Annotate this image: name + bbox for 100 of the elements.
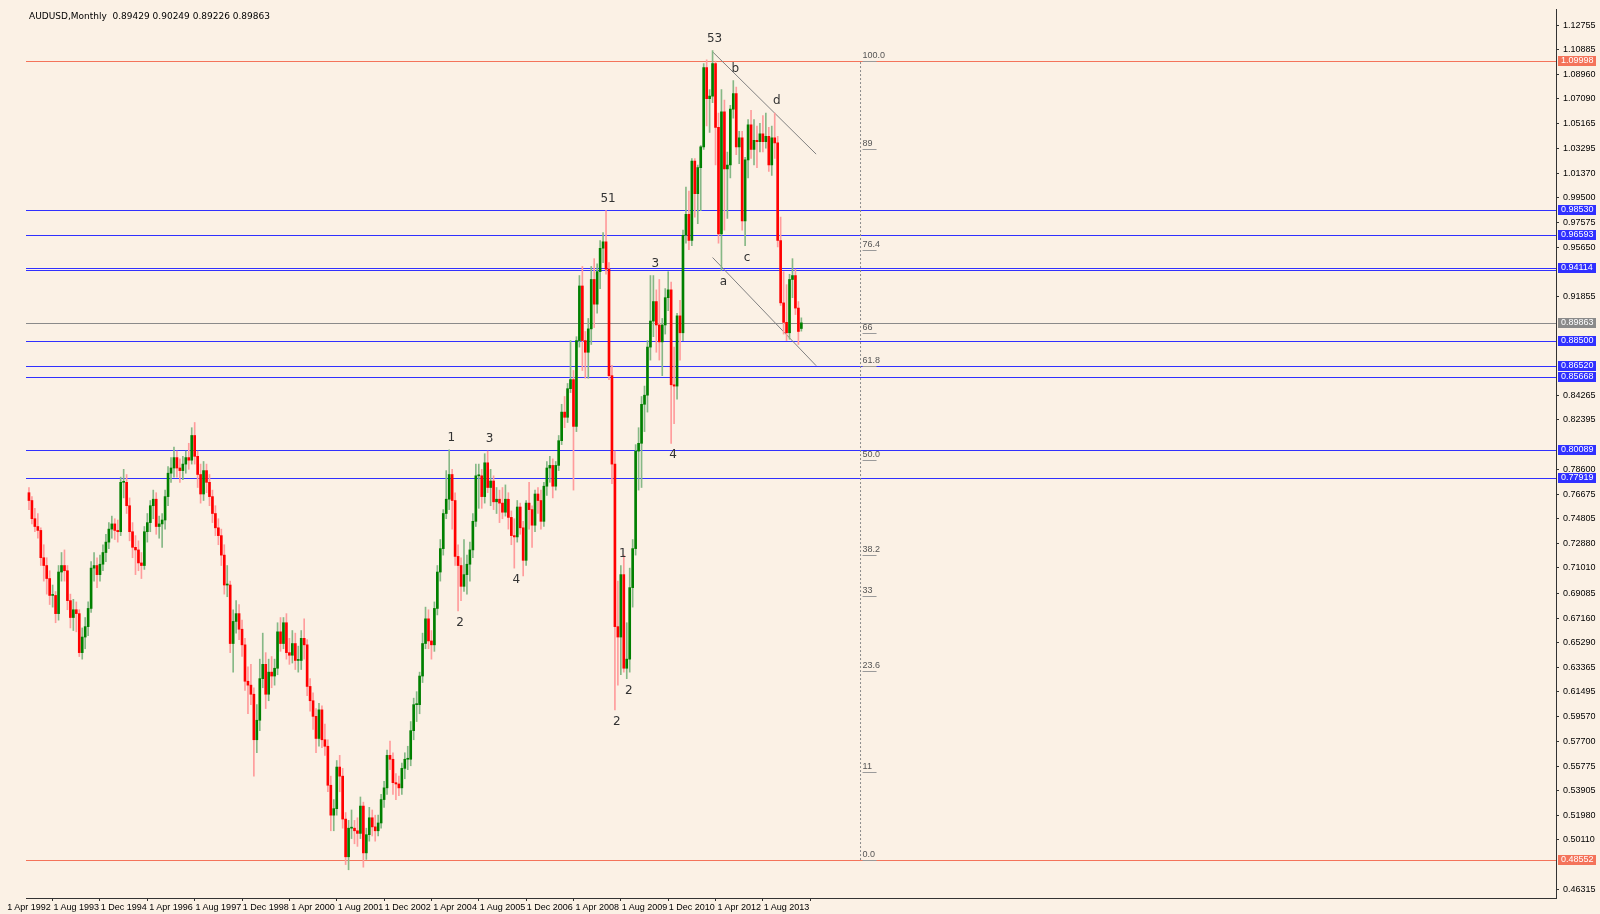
x-tick-label: 1 Aug 1993 xyxy=(53,901,100,912)
x-tick-label: 1 Dec 1998 xyxy=(242,901,289,912)
candlestick xyxy=(116,519,120,543)
annotation: 76.4 xyxy=(862,238,881,249)
y-tick-label: 0.67160 xyxy=(1563,612,1596,623)
candlestick xyxy=(489,468,492,507)
x-tick-label: 1 Apr 2000 xyxy=(291,901,335,912)
x-tick-label: 1 Dec 2002 xyxy=(384,901,431,912)
x-tick-label: 1 Aug 2005 xyxy=(479,901,526,912)
candlestick xyxy=(267,658,270,702)
x-tick-label: 1 Dec 2006 xyxy=(526,901,573,912)
candlestick xyxy=(72,599,75,631)
candlestick xyxy=(202,461,205,501)
ref-line-label: 0.88500 xyxy=(1561,335,1594,346)
annotation: 89 xyxy=(862,137,873,148)
annotation: 3 xyxy=(651,255,660,270)
chart-title: AUDUSD,Monthly 0.89429 0.90249 0.89226 0.89863 xyxy=(29,11,270,22)
candlestick xyxy=(359,796,362,839)
x-tick-label: 1 Aug 1997 xyxy=(195,901,242,912)
ref-line-label: 0.86520 xyxy=(1561,360,1594,371)
annotation: 23.6 xyxy=(862,660,881,671)
y-tick-label: 0.82395 xyxy=(1563,414,1596,425)
candlestick xyxy=(279,617,282,652)
candlestick xyxy=(51,584,54,608)
y-tick-label: 0.50110 xyxy=(1563,834,1595,845)
y-tick-label: 0.59570 xyxy=(1563,711,1596,722)
candlestick xyxy=(270,656,273,689)
y-tick-label: 0.95650 xyxy=(1563,242,1596,253)
ref-line-label: 0.89863 xyxy=(1561,317,1594,328)
candlestick xyxy=(705,59,708,127)
candlestick xyxy=(498,489,501,523)
annotation: 53 xyxy=(706,30,723,45)
candlestick xyxy=(495,487,498,514)
x-tick-label: 1 Apr 2004 xyxy=(433,901,477,912)
candlestick xyxy=(353,820,356,845)
y-tick-label: 0.72880 xyxy=(1563,538,1596,549)
annotation: 11 xyxy=(862,761,872,772)
annotation: c xyxy=(743,249,751,264)
y-tick-label: 1.01370 xyxy=(1563,167,1596,178)
y-tick-label: 0.78600 xyxy=(1563,463,1596,474)
x-tick-label: 1 Aug 2009 xyxy=(621,901,668,912)
annotation: d xyxy=(772,93,781,108)
x-tick-label: 1 Apr 2012 xyxy=(717,901,761,912)
ref-line-label: 0.80089 xyxy=(1561,444,1594,455)
annotation: 1 xyxy=(619,545,627,560)
candlestick xyxy=(362,801,365,868)
y-tick-label: 0.63365 xyxy=(1563,661,1596,672)
ref-line-label: 0.94114 xyxy=(1561,262,1593,273)
y-tick-label: 0.71010 xyxy=(1563,562,1596,573)
candlestick xyxy=(187,442,191,470)
x-tick-label: 1 Aug 2001 xyxy=(337,901,384,912)
candlestick xyxy=(501,487,504,520)
annotation: b xyxy=(731,60,740,75)
y-tick-label: 0.46315 xyxy=(1563,883,1596,894)
y-tick-label: 1.07090 xyxy=(1563,93,1596,104)
candlestick xyxy=(356,817,359,847)
candlestick xyxy=(282,617,285,650)
y-tick-label: 1.12755 xyxy=(1563,19,1596,30)
y-tick-label: 0.91855 xyxy=(1563,291,1596,302)
ref-line-label: 0.77919 xyxy=(1561,472,1594,483)
annotation: 4 xyxy=(669,447,677,462)
x-tick-label: 1 Apr 2008 xyxy=(575,901,619,912)
annotation: 61.8 xyxy=(862,355,881,366)
ref-line-label: 0.48552 xyxy=(1561,854,1594,865)
y-tick-label: 0.97575 xyxy=(1563,217,1596,228)
candlestick xyxy=(572,370,575,491)
annotation: 50.0 xyxy=(862,449,881,460)
annotation: 1 xyxy=(447,429,456,444)
x-tick-label: 1 Dec 1994 xyxy=(100,901,147,912)
y-tick-label: 0.57700 xyxy=(1563,735,1596,746)
annotation: 2 xyxy=(613,713,621,728)
candlestick xyxy=(723,99,726,231)
annotation: 38.2 xyxy=(862,543,881,554)
y-tick-label: 0.61495 xyxy=(1563,686,1596,697)
ref-line-label: 0.98530 xyxy=(1561,204,1594,215)
y-tick-label: 1.10885 xyxy=(1563,44,1596,54)
y-tick-label: 0.76675 xyxy=(1563,488,1596,499)
x-tick-label: 1 Aug 2013 xyxy=(763,901,810,912)
annotation: 3 xyxy=(485,431,494,446)
annotation: 100.0 xyxy=(862,50,886,60)
x-tick-label: 1 Apr 1992 xyxy=(7,901,51,912)
ref-line-label: 0.96593 xyxy=(1561,229,1594,240)
candlestick xyxy=(720,89,723,271)
candlestick xyxy=(291,630,294,664)
annotation: 2 xyxy=(624,682,633,697)
x-tick-label: 1 Dec 2010 xyxy=(668,901,715,912)
y-tick-label: 0.51980 xyxy=(1563,809,1596,820)
ref-line-label: 1.09998 xyxy=(1561,55,1594,66)
annotation: 0.0 xyxy=(862,849,876,860)
y-tick-label: 1.08960 xyxy=(1563,69,1596,80)
ref-line-label: 0.85668 xyxy=(1561,371,1594,382)
y-tick-label: 0.55775 xyxy=(1563,760,1596,771)
candlestick xyxy=(563,396,566,429)
y-tick-label: 1.05165 xyxy=(1563,118,1596,129)
candlestick xyxy=(54,591,57,624)
annotation: a xyxy=(719,274,728,289)
y-tick-label: 0.53905 xyxy=(1563,784,1596,795)
y-tick-label: 0.65290 xyxy=(1563,636,1596,647)
y-tick-label: 0.84265 xyxy=(1563,390,1596,401)
annotation: 2 xyxy=(456,615,464,630)
